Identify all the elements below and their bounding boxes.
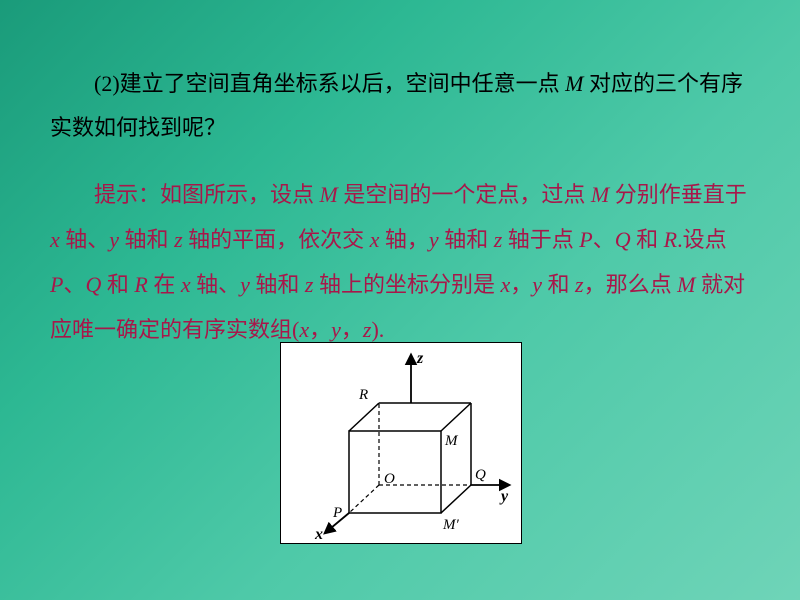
v: M — [320, 182, 338, 207]
v: z — [174, 227, 183, 252]
edge — [441, 403, 471, 431]
v: x — [370, 227, 380, 252]
t: 、 — [593, 227, 615, 252]
v: y — [532, 272, 542, 297]
edge — [349, 403, 379, 431]
v: Q — [615, 227, 631, 252]
t: 轴、 — [191, 272, 241, 297]
label-M: M — [444, 433, 459, 449]
t: 轴上的坐标分别是 — [313, 272, 500, 297]
v: M — [677, 272, 695, 297]
label-Q: Q — [475, 467, 486, 483]
label-P: P — [332, 505, 342, 521]
t: 轴和 — [119, 227, 174, 252]
edge-hidden — [349, 485, 379, 513]
hint-flow: 提示：如图所示，设点 M 是空间的一个定点，过点 M 分别作垂直于 x 轴、y … — [50, 182, 747, 342]
v: y — [429, 227, 439, 252]
t: 轴于点 — [502, 227, 579, 252]
v: R — [664, 227, 677, 252]
t: ， — [309, 317, 331, 342]
v: M — [591, 182, 609, 207]
v: z — [575, 272, 584, 297]
t: ， — [341, 317, 363, 342]
t: 提示：如图所示，设点 — [94, 182, 320, 207]
label-Mprime: M′ — [442, 517, 459, 533]
t: ， — [510, 272, 532, 297]
t: 轴和 — [439, 227, 494, 252]
t: 分别作垂直于 — [609, 182, 747, 207]
diagram-container: z y x R O M Q M′ P — [280, 342, 520, 544]
hint-paragraph: 提示：如图所示，设点 M 是空间的一个定点，过点 M 分别作垂直于 x 轴、y … — [50, 172, 750, 544]
v: x — [500, 272, 510, 297]
t: 轴和 — [250, 272, 305, 297]
question-text-1: (2)建立了空间直角坐标系以后，空间中任意一点 — [94, 71, 565, 96]
v: x — [181, 272, 191, 297]
slide-content: (2)建立了空间直角坐标系以后，空间中任意一点 M 对应的三个有序实数如何找到呢… — [0, 0, 800, 544]
question-paragraph: (2)建立了空间直角坐标系以后，空间中任意一点 M 对应的三个有序实数如何找到呢… — [50, 62, 750, 150]
t: 在 — [148, 272, 181, 297]
v: y — [331, 317, 341, 342]
v: P — [579, 227, 592, 252]
var-M: M — [565, 71, 583, 96]
coordinate-box-diagram: z y x R O M Q M′ P — [280, 342, 522, 544]
t: 轴， — [379, 227, 429, 252]
t: 是空间的一个定点，过点 — [338, 182, 591, 207]
label-R: R — [358, 387, 368, 403]
t: 、 — [63, 272, 85, 297]
t: .设点 — [677, 227, 727, 252]
t: 轴的平面，依次交 — [183, 227, 370, 252]
v: P — [50, 272, 63, 297]
v: x — [50, 227, 60, 252]
t: 和 — [101, 272, 134, 297]
x-axis-label: x — [314, 526, 323, 543]
t: 和 — [631, 227, 664, 252]
v: y — [109, 227, 119, 252]
t: ). — [371, 317, 384, 342]
v: Q — [85, 272, 101, 297]
y-axis-label: y — [499, 488, 509, 505]
t: ，那么点 — [584, 272, 678, 297]
z-axis-label: z — [416, 350, 424, 367]
v: y — [240, 272, 250, 297]
v: z — [494, 227, 503, 252]
t: 和 — [542, 272, 575, 297]
v: x — [299, 317, 309, 342]
label-O: O — [384, 471, 395, 487]
v: R — [134, 272, 147, 297]
edge — [441, 485, 471, 513]
t: 轴、 — [60, 227, 110, 252]
